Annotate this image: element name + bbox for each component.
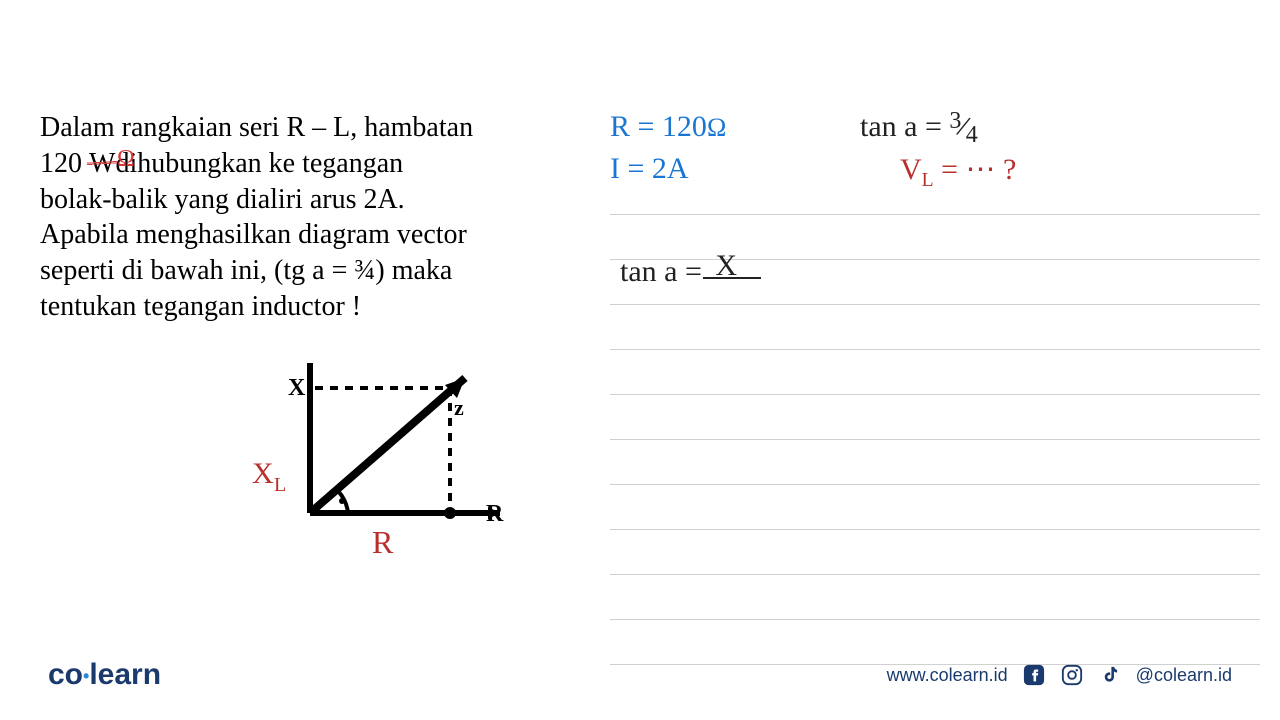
svg-text:z: z xyxy=(454,395,464,420)
notes-column: R = 120Ω I = 2A tan a = 3/4 VL = ⋯ ? tan… xyxy=(600,110,1240,563)
svg-text:L: L xyxy=(274,474,286,496)
strike-w: WΩ xyxy=(89,146,115,182)
vector-diagram: X z R X L R xyxy=(240,343,540,563)
work-tan: tan a = X xyxy=(620,255,743,289)
problem-line6: tentukan tegangan inductor ! xyxy=(40,291,361,322)
problem-text: Dalam rangkaian seri R – L, hambatan 120… xyxy=(40,110,600,325)
note-vl: VL = ⋯ ? xyxy=(900,152,1016,192)
instagram-icon xyxy=(1060,663,1084,687)
ohm-correction: Ω xyxy=(117,144,135,175)
svg-text:X: X xyxy=(288,375,306,401)
problem-line4: Apabila menghasilkan diagram vector xyxy=(40,219,467,250)
problem-line2b: dihubungkan ke tegangan xyxy=(115,148,403,179)
tiktok-icon xyxy=(1098,663,1122,687)
svg-text:R: R xyxy=(486,501,504,527)
problem-line5: seperti di bawah ini, (tg a = ¾) maka xyxy=(40,255,452,286)
note-r: R = 120Ω xyxy=(610,110,726,144)
footer-links: www.colearn.id @colearn.id xyxy=(887,663,1232,687)
problem-line2a: 120 xyxy=(40,148,89,179)
footer-handle: @colearn.id xyxy=(1136,665,1232,686)
footer-url: www.colearn.id xyxy=(887,665,1008,686)
svg-text:X: X xyxy=(252,457,274,490)
problem-column: Dalam rangkaian seri R – L, hambatan 120… xyxy=(40,110,600,563)
logo: co•learn xyxy=(48,658,161,692)
facebook-icon xyxy=(1022,663,1046,687)
main-content: Dalam rangkaian seri R – L, hambatan 120… xyxy=(0,0,1280,563)
footer: co•learn www.colearn.id @colearn.id xyxy=(0,650,1280,700)
problem-line1: Dalam rangkaian seri R – L, hambatan xyxy=(40,112,473,143)
note-tan: tan a = 3/4 xyxy=(860,110,978,144)
svg-text:R: R xyxy=(372,524,394,560)
problem-line3: bolak-balik yang dialiri arus 2A. xyxy=(40,184,405,215)
note-i: I = 2A xyxy=(610,152,689,186)
